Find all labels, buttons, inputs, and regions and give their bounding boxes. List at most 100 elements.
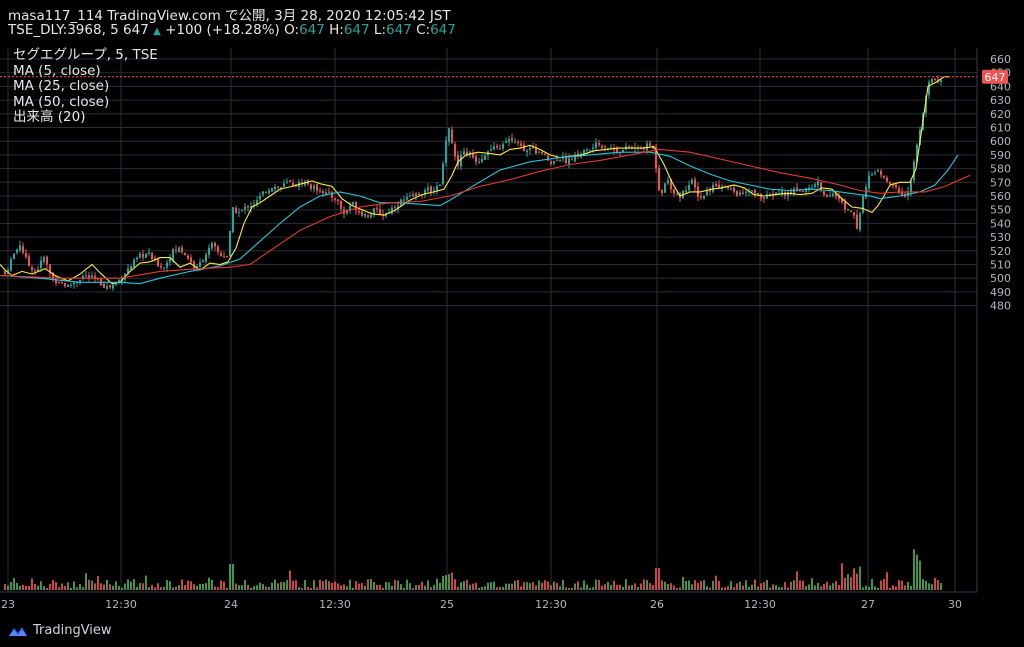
volume-bar xyxy=(883,579,885,590)
candle-body xyxy=(175,249,177,251)
volume-bar xyxy=(556,582,558,590)
volume-bar xyxy=(730,581,732,590)
candle-body xyxy=(763,197,765,199)
volume-bars xyxy=(4,549,942,590)
candle-body xyxy=(592,147,594,150)
candle-body xyxy=(208,247,210,255)
volume-bar xyxy=(727,586,729,590)
volume-bar xyxy=(40,581,42,590)
candle-body xyxy=(139,253,141,258)
volume-bar xyxy=(805,586,807,590)
time-tick-label: 12:30 xyxy=(744,598,776,611)
price-tick-label: 500 xyxy=(990,272,1011,285)
moving-average-lines xyxy=(0,76,971,285)
volume-bar xyxy=(925,580,927,590)
candle-body xyxy=(619,152,621,154)
candle-body xyxy=(232,207,234,233)
tradingview-brand[interactable]: TradingView xyxy=(8,623,112,638)
candle-body xyxy=(193,261,195,269)
candle-body xyxy=(547,155,549,161)
volume-bar xyxy=(862,587,864,590)
candle-body xyxy=(775,192,777,196)
volume-bar xyxy=(685,580,687,590)
volume-bar xyxy=(859,566,861,590)
volume-bar xyxy=(457,586,459,590)
volume-bar xyxy=(766,579,768,590)
candle-body xyxy=(856,214,858,229)
volume-bar xyxy=(709,587,711,590)
volume-bar xyxy=(217,587,219,590)
volume-bar xyxy=(940,583,942,590)
symbol-ohlc: TSE_DLY:3968, 5 647 ▲ +100 (+18.28%) O:6… xyxy=(8,22,456,38)
volume-bar xyxy=(931,584,933,590)
volume-bar xyxy=(82,586,84,590)
candle-body xyxy=(793,188,795,195)
candle-body xyxy=(886,178,888,182)
candle-body xyxy=(811,187,813,189)
candle-body xyxy=(142,253,144,258)
volume-bar xyxy=(238,585,240,590)
legend-ma25[interactable]: MA (25, close) xyxy=(13,78,110,94)
legend-volume[interactable]: 出来高 (20) xyxy=(13,109,86,125)
legend-symbol-title[interactable]: セグエグループ, 5, TSE xyxy=(13,47,158,63)
volume-bar xyxy=(874,586,876,590)
volume-bar xyxy=(790,581,792,590)
volume-bar xyxy=(121,587,123,590)
candle-body xyxy=(850,210,852,212)
open-label: O: xyxy=(284,22,300,38)
price-axis: 4804905005105205305405505605705805906006… xyxy=(990,53,1011,313)
volume-bar xyxy=(319,579,321,590)
volume-bar xyxy=(88,579,90,590)
candle-body xyxy=(556,160,558,162)
candle-body xyxy=(532,147,534,149)
candle-body xyxy=(70,284,72,286)
volume-bar xyxy=(175,586,177,590)
price-tick-label: 600 xyxy=(990,135,1011,148)
time-tick-label: 30 xyxy=(948,598,962,611)
volume-bar xyxy=(640,583,642,590)
volume-bar xyxy=(568,587,570,590)
close-label: C: xyxy=(416,22,431,38)
indicator-legend[interactable]: セグエグループ, 5, TSE MA (5, close) MA (25, cl… xyxy=(13,47,158,126)
candle-body xyxy=(430,186,432,193)
time-tick-label: 24 xyxy=(224,598,238,611)
volume-bar xyxy=(853,568,855,590)
candle-body xyxy=(691,179,693,184)
candle-body xyxy=(34,270,36,272)
volume-bar xyxy=(331,582,333,590)
volume-bar xyxy=(136,586,138,590)
candle-body xyxy=(655,147,657,169)
volume-bar xyxy=(436,578,438,590)
candle-body xyxy=(832,193,834,196)
volume-bar xyxy=(115,581,117,590)
candle-body xyxy=(496,145,498,148)
volume-bar xyxy=(754,579,756,590)
volume-bar xyxy=(139,582,141,590)
price-chart[interactable]: 4804905005105205305405505605705805906006… xyxy=(0,0,1024,612)
volume-bar xyxy=(286,580,288,590)
candle-body xyxy=(55,279,57,283)
candle-body xyxy=(373,208,375,214)
volume-bar xyxy=(637,586,639,590)
candle-body xyxy=(553,161,555,164)
legend-ma5[interactable]: MA (5, close) xyxy=(13,62,101,79)
candle-body xyxy=(178,247,180,253)
candle-body xyxy=(217,246,219,253)
candle-body xyxy=(118,279,120,283)
volume-bar xyxy=(787,587,789,590)
candle-body xyxy=(184,253,186,255)
candle-body xyxy=(61,282,63,284)
price-tick-label: 610 xyxy=(990,122,1011,135)
candle-body xyxy=(715,184,717,186)
volume-bar xyxy=(451,572,453,590)
candle-body xyxy=(514,141,516,143)
volume-bar xyxy=(553,581,555,590)
volume-bar xyxy=(664,581,666,590)
candle-body xyxy=(550,161,552,165)
volume-bar xyxy=(889,587,891,590)
volume-bar xyxy=(490,582,492,590)
candle-body xyxy=(340,200,342,209)
candle-body xyxy=(181,247,183,252)
candle-body xyxy=(370,214,372,218)
legend-ma50[interactable]: MA (50, close) xyxy=(13,93,110,110)
